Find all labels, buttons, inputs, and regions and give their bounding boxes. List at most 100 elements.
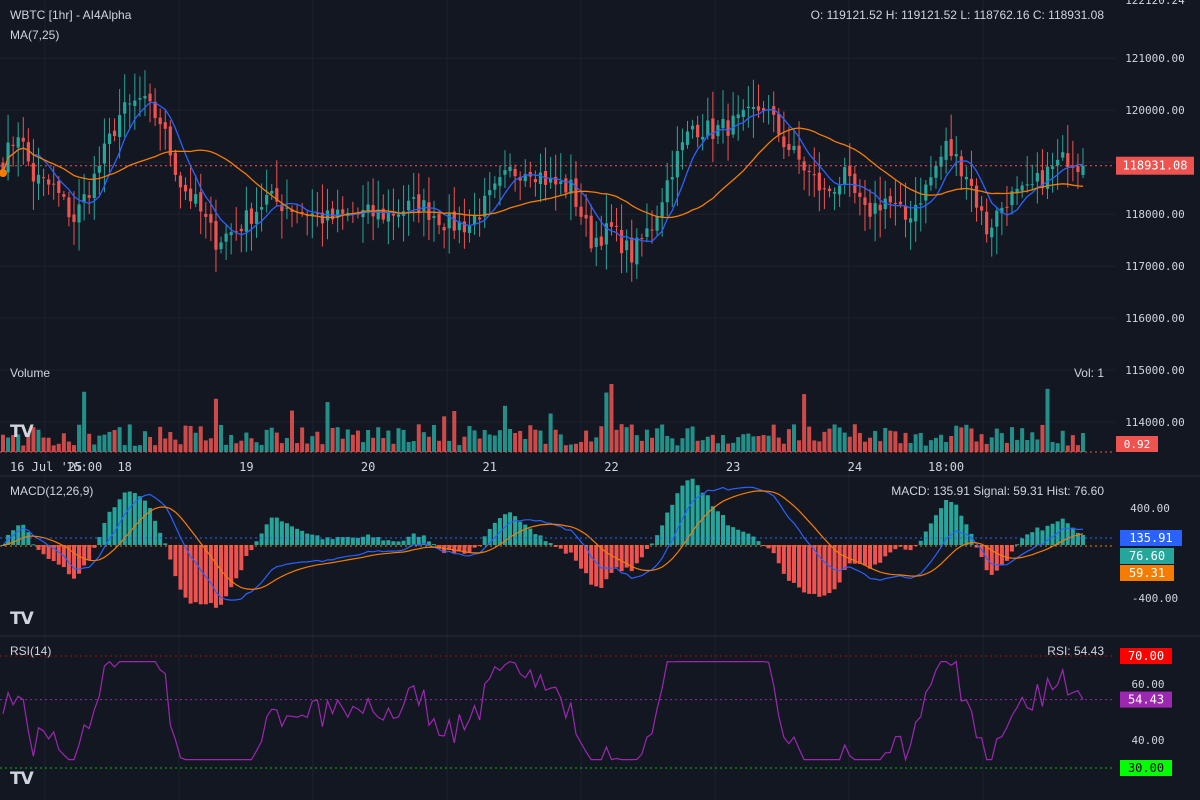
candle [386,212,390,222]
rsi-upper-badge: 70.00 [1128,649,1164,663]
volume-bar [624,427,629,452]
volume-bar [619,424,624,452]
macd-hist-bar [644,545,649,549]
candle [275,188,279,202]
candle [645,228,649,237]
macd-hist-bar [102,522,107,545]
volume-bar [700,440,705,452]
macd-hist-bar [842,545,847,570]
macd-hist-bar [1060,518,1065,545]
volume-bar [852,424,857,452]
macd-hist-bar [305,533,310,545]
volume-bar [639,440,644,452]
volume-bar [812,440,817,452]
candle [168,126,172,156]
volume-bar [888,430,893,452]
candle [143,95,147,99]
macd-hist-bar [548,543,553,545]
candle [898,201,903,205]
volume-bar [46,437,51,452]
macd-readout: MACD: 135.91 Signal: 59.31 Hist: 76.60 [891,484,1104,498]
candle [554,176,558,185]
candle [16,137,20,148]
candle [751,106,756,109]
candle [893,202,897,204]
macd-hist-bar [386,540,391,545]
volume-bar [594,437,599,452]
macd-signal-badge: 59.31 [1129,566,1165,580]
macd-hist-bar [812,545,817,594]
macd-hist-bar [21,524,26,545]
volume-bar [959,427,964,452]
candle [1076,166,1080,172]
candle [82,194,86,203]
macd-hist-bar [153,520,158,545]
macd-hist-bar [862,545,867,566]
volume-bar [802,394,807,452]
candle [1050,166,1055,170]
volume-bar [781,443,786,452]
macd-hist-bar [847,545,852,564]
macd-hist-bar [949,501,954,545]
candle [675,151,679,178]
macd-tick-label: -400.00 [1132,592,1178,605]
volume-bar [234,443,239,452]
macd-hist-bar [954,504,959,545]
macd-hist-bar [355,537,360,545]
candle [665,180,669,203]
volume-bar [1025,440,1030,452]
volume-bar [1040,424,1045,452]
volume-bar [746,433,751,452]
volume-bar [437,440,442,452]
candles [1,70,1085,282]
candle [72,214,76,223]
candle [270,190,274,194]
candle [183,184,188,192]
candle [1045,166,1050,189]
volume-bar [36,429,41,452]
candle [503,170,507,175]
volume-bar [366,429,371,452]
volume-bar [406,441,411,452]
candle [467,225,472,233]
macd-hist-bar [791,545,796,583]
x-axis-label: 16:00 [66,460,102,474]
macd-hist-bar [112,507,117,545]
volume-bar [102,434,107,452]
volume-bar [979,434,984,452]
macd-hist-bar [254,541,259,545]
volume-bar [553,429,558,452]
candle [452,211,456,231]
candle [655,216,659,231]
macd-hist-bar [939,508,944,545]
candle [564,178,568,193]
chart-title: WBTC [1hr] - AI4Alpha [10,8,132,22]
candle [300,211,304,213]
candle [249,208,254,224]
candle [1081,165,1085,175]
volume-bar [1070,435,1075,452]
candle [777,113,781,135]
candle [888,196,892,203]
candle [194,194,198,204]
volume-bar [290,410,295,452]
candle [533,178,537,183]
macd-hist-bar [1065,523,1070,545]
candle [498,177,502,186]
candle [508,166,512,172]
macd-hist-bar [959,515,964,545]
candle [1010,191,1014,206]
macd-hist-bar [264,524,269,545]
candle [457,221,461,231]
volume-bar [650,437,655,452]
macd-hist-bar [208,545,213,603]
macd-hist-bar [599,545,604,588]
price-tick-label: 114000.00 [1125,416,1185,429]
volume-bar [497,430,502,452]
macd-hist-bar [396,541,401,545]
volume-bar [533,429,538,452]
candle [366,204,370,213]
macd-hist-bar [508,512,513,545]
volume-bar [670,438,675,452]
